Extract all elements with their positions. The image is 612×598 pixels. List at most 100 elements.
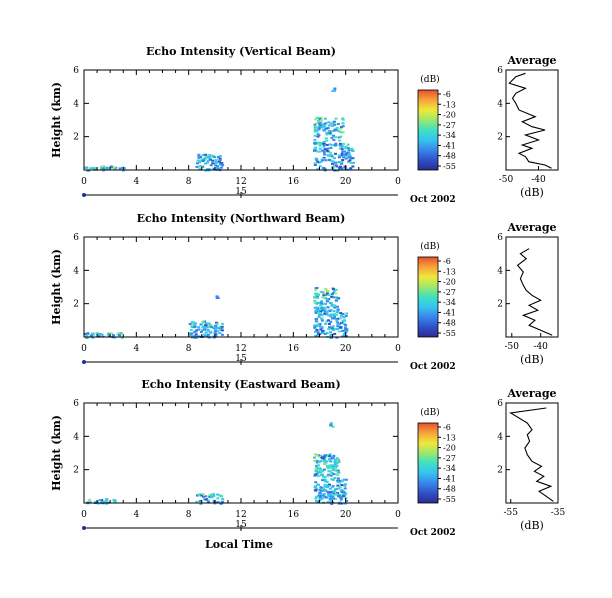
echo-cell [332,89,336,92]
echo-cell [345,152,348,155]
echo-cell [349,162,353,164]
day-label: 15 [235,520,247,530]
average-x-tick-label: -50 [499,175,514,185]
echo-cell [340,146,344,149]
echo-cell [340,148,344,151]
echo-cell [212,156,216,159]
echo-cell [212,167,216,170]
day-label: 15 [235,354,247,364]
echo-cell [220,333,224,336]
average-x-tick-label: -50 [505,342,520,352]
echo-cell [340,167,344,170]
echo-cell [324,159,328,162]
echo-cell [346,147,350,149]
echo-cell [340,160,344,163]
echo-cell [214,334,218,337]
echo-cell [206,161,210,164]
echo-cell [341,122,345,125]
echo-cell [341,118,345,121]
echo-cell [313,453,317,456]
echo-cell [197,494,201,497]
echo-cell [331,494,335,497]
echo-cell [216,497,220,500]
echo-cell [332,314,336,317]
echo-cell [206,499,210,502]
echo-cell [214,329,217,332]
echo-cell [336,308,340,311]
echo-cell [329,470,332,473]
echo-cell [315,116,319,119]
echo-cell [344,157,348,160]
colorbar-tick-label: -27 [443,121,456,130]
echo-cell [322,157,326,160]
echo-cell [325,480,329,483]
echo-cell [336,479,340,482]
echo-cell [345,500,349,502]
echo-cell [95,332,99,335]
average-title: Average [506,54,556,67]
echo-cell [335,165,339,168]
colorbar-tick-label: -41 [443,141,456,150]
echo-cell [120,336,124,339]
echo-cell [333,306,337,309]
echo-cell [338,168,341,171]
echo-cell [315,466,319,468]
echo-cell [321,494,325,497]
echo-cell [319,494,323,497]
echo-cell [211,159,215,162]
echo-cell [190,325,194,328]
echo-cell [328,483,331,486]
echo-cell [88,167,92,170]
echo-cell [336,484,340,487]
echo-cell [314,287,318,290]
echo-region [86,498,117,505]
echo-cell [344,335,348,338]
echo-cell [337,487,341,490]
y-tick-label: 6 [73,399,79,409]
echo-cell [327,467,331,470]
echo-cell [336,481,340,484]
echo-cell [320,314,324,317]
echo-cell [331,144,334,147]
echo-cell [329,320,333,323]
echo-cell [337,471,341,474]
echo-cell [341,490,345,493]
echo-cell [339,131,343,134]
echo-cell [333,463,337,465]
echo-cell [317,494,321,497]
echo-cell [339,314,343,317]
echo-cell [325,311,329,314]
echo-cell [201,326,205,329]
echo-cell [345,312,349,315]
echo-cell [221,498,225,501]
echo-cell [325,484,329,486]
echo-cell [328,496,332,499]
echo-cell [122,169,125,172]
echo-cell [347,156,351,159]
echo-cell [193,325,197,328]
panel-1: Echo Intensity (Vertical Beam) Height (km… [50,45,559,205]
echo-cell [327,455,331,457]
echo-region [329,422,335,428]
echo-cell [220,163,224,166]
echo-cell [328,131,332,134]
echo-cell [204,324,208,327]
date-label: Oct 2002 [410,195,456,205]
echo-cell [327,323,331,325]
echo-cell [323,332,327,335]
echo-cell [331,492,335,495]
echo-cell [212,499,216,502]
echo-cell [332,157,336,160]
echo-cell [209,164,213,167]
echo-cell [212,494,216,497]
echo-cell [328,459,332,462]
echo-cell [344,478,348,481]
x-tick-label: 8 [186,510,192,520]
echo-region [195,493,225,505]
echo-cell [216,330,220,333]
echo-cell [338,479,342,482]
echo-cell [338,142,342,145]
echo-cell [352,161,355,164]
echo-cell [104,501,108,504]
echo-cell [333,461,337,463]
